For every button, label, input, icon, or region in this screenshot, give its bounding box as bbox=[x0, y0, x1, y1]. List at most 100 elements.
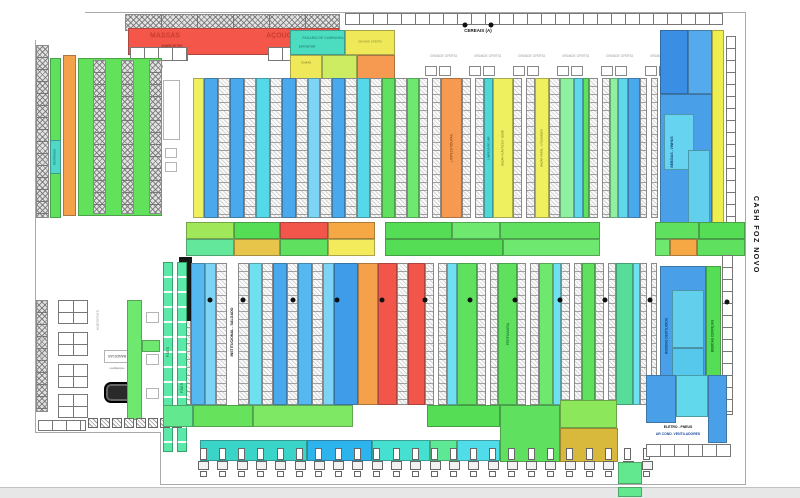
checkout-part bbox=[584, 461, 595, 470]
checkout-part bbox=[333, 461, 345, 470]
gondola-rack bbox=[489, 263, 498, 405]
checkout-part bbox=[296, 448, 303, 460]
checkout-lane bbox=[371, 448, 383, 477]
oferta-table-box bbox=[439, 66, 451, 76]
plan-title: CASH FOZ NOVO bbox=[752, 196, 759, 279]
checkout-lane bbox=[352, 448, 364, 477]
oferta-table-box bbox=[557, 66, 569, 76]
aisle-band bbox=[358, 263, 378, 405]
label-text: HORTIFRUTI bbox=[95, 309, 100, 331]
top-wall-rack-left bbox=[125, 14, 340, 31]
bebidas-sub-zone bbox=[672, 290, 704, 348]
gondola-rack-pair bbox=[513, 78, 535, 218]
gondola-rack bbox=[607, 263, 616, 405]
label-text: ELETRO - PNEUS bbox=[663, 424, 693, 429]
column-dot bbox=[379, 297, 385, 303]
aisle-band bbox=[323, 263, 334, 405]
checkout-part bbox=[199, 448, 207, 460]
produce-table bbox=[58, 364, 88, 388]
checkout-part bbox=[643, 471, 651, 477]
checkout-part bbox=[585, 471, 593, 477]
checkout-part bbox=[352, 461, 364, 470]
sacaria-strip bbox=[712, 30, 724, 230]
checkout-part bbox=[276, 471, 284, 477]
label-text: BEBIDAS - VINHOS bbox=[669, 136, 674, 168]
column-dot bbox=[557, 297, 563, 303]
aisle-band bbox=[230, 78, 244, 218]
aisle-band bbox=[560, 78, 574, 218]
plan-border-bottom-left bbox=[35, 432, 161, 433]
oferta-yellow-zone bbox=[345, 30, 395, 55]
gondola-rack bbox=[425, 263, 434, 405]
checkout-lane bbox=[468, 448, 480, 477]
promo-block bbox=[234, 222, 280, 239]
gondola-rack bbox=[262, 263, 273, 405]
gondola-rack bbox=[561, 263, 570, 405]
aisle-band bbox=[553, 263, 561, 405]
resfriado-zone bbox=[50, 140, 61, 174]
checkout-part bbox=[334, 471, 342, 477]
gondola-rack bbox=[419, 78, 428, 218]
checkout-lane bbox=[391, 448, 402, 477]
oferta-table-box bbox=[513, 66, 525, 76]
gondola-rack-pair bbox=[640, 78, 658, 218]
checkout-lane bbox=[236, 448, 248, 477]
shopping-cart bbox=[124, 418, 134, 428]
checkout-part bbox=[236, 461, 248, 470]
grande-oferta-table: GRANDE OFERTA bbox=[462, 54, 502, 76]
checkout-part bbox=[275, 461, 287, 470]
checkout-part bbox=[527, 448, 535, 460]
eletro-zone bbox=[708, 375, 727, 443]
gondola-rack bbox=[573, 263, 582, 405]
grande-oferta-table: GRANDE OFERTA bbox=[418, 54, 458, 76]
gondola-rack bbox=[93, 60, 106, 214]
aisle-band bbox=[457, 263, 477, 405]
promo-block bbox=[186, 222, 234, 239]
promo-block bbox=[697, 239, 745, 256]
checkout-part bbox=[508, 471, 516, 477]
checkout-part bbox=[411, 471, 419, 477]
checkout-part bbox=[294, 461, 306, 470]
entry-bins bbox=[38, 420, 86, 431]
checkout-lane bbox=[429, 448, 441, 477]
queue-block bbox=[427, 405, 500, 427]
small-box bbox=[146, 354, 159, 365]
checkout-part bbox=[199, 471, 207, 477]
checkout-part bbox=[315, 471, 323, 477]
checkout-part bbox=[218, 471, 226, 477]
bebidas-sub-zone bbox=[688, 150, 710, 228]
aisle-band bbox=[447, 263, 457, 405]
bazar-papel-zone: BAZAR PAPEL - UTILIDADES bbox=[535, 78, 549, 218]
checkout-part bbox=[489, 448, 496, 460]
perfumaria-zone: PERFUMARIA bbox=[498, 263, 517, 405]
padaria-zone bbox=[290, 30, 345, 55]
checkout-lane bbox=[584, 448, 595, 477]
gondola-rack-pair bbox=[477, 263, 498, 405]
gondola-rack bbox=[218, 78, 230, 218]
institucional-strip bbox=[193, 78, 204, 218]
label-text: INSTITUCIONAL - SALGADO bbox=[229, 307, 234, 357]
checkout-lane bbox=[333, 448, 345, 477]
checkout-part bbox=[431, 471, 439, 477]
gondola-rack bbox=[640, 263, 647, 405]
small-box bbox=[165, 162, 177, 172]
checkout-part bbox=[255, 461, 267, 470]
checkout-part bbox=[353, 471, 361, 477]
checkout-part bbox=[392, 471, 400, 477]
grande-oferta-text: GRANDE OFERTA bbox=[562, 54, 590, 58]
promo-block bbox=[655, 239, 670, 256]
aisle-band bbox=[583, 78, 589, 218]
queue-block bbox=[200, 440, 307, 461]
label-text: PADARIA DE CAMPANHA bbox=[302, 35, 344, 40]
checkout-part bbox=[469, 448, 477, 460]
oferta-green-zone bbox=[322, 55, 357, 81]
checkout-part bbox=[450, 448, 458, 460]
checkout-part bbox=[218, 448, 226, 460]
small-box bbox=[146, 312, 159, 323]
aisle-band bbox=[407, 78, 419, 218]
oferta-table-box bbox=[615, 66, 627, 76]
shopping-cart bbox=[148, 418, 158, 428]
produce-table bbox=[58, 394, 88, 418]
checkout-part bbox=[468, 461, 480, 470]
gondola-rack-pair bbox=[640, 263, 657, 405]
